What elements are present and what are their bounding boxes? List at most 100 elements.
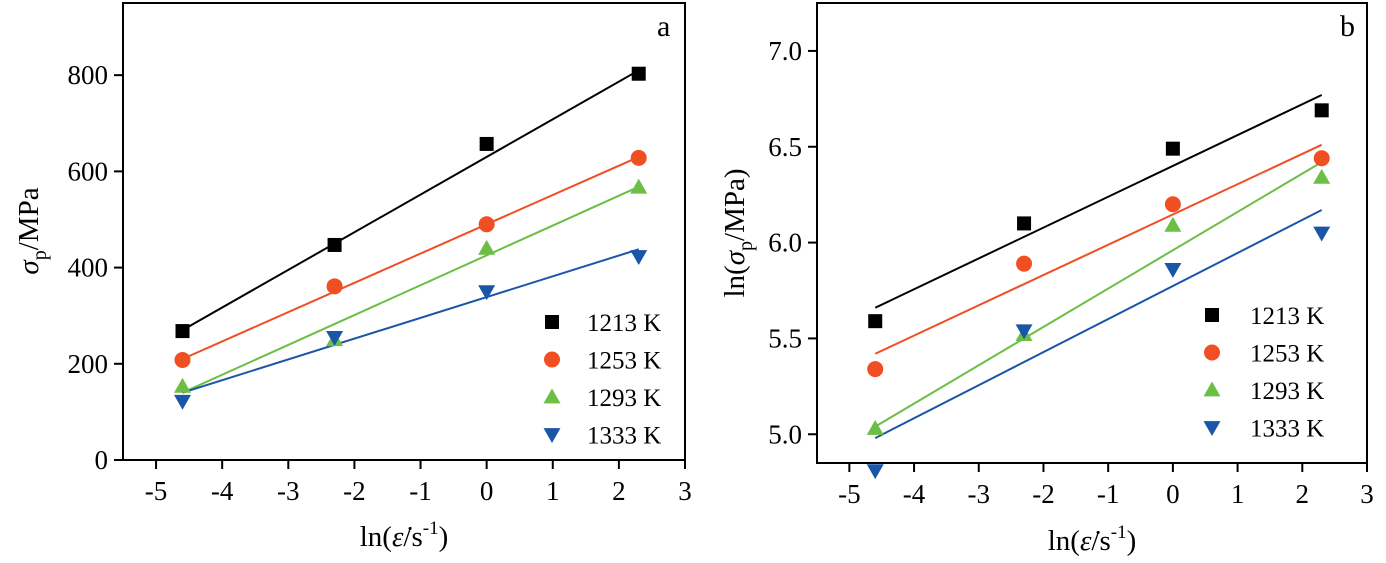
legend-label-1253k: 1253 K — [1250, 341, 1324, 368]
x-tick-label: 1 — [546, 476, 560, 506]
legend-label-1213k: 1213 K — [1250, 303, 1324, 330]
chart-panel-b: -5 -4 -3 -2 -1 0 1 2 3 5.0 5.5 6.0 6.5 7.0 1213 K 1253… — [719, 2, 1374, 557]
data-point-1333k — [630, 250, 648, 266]
fit-line-1333k — [874, 209, 1323, 439]
legend-marker-1293k — [1203, 381, 1221, 397]
fit-line-1293k — [182, 185, 640, 394]
legend-label-1333k: 1333 K — [1250, 416, 1324, 443]
x-tick-label: 0 — [1166, 479, 1180, 509]
legend-label-1293k: 1293 K — [587, 385, 661, 412]
panel-letter-a: a — [657, 10, 670, 43]
data-point-1213k — [1314, 103, 1329, 118]
data-point-1333k — [1313, 226, 1331, 242]
data-point-1333k — [1015, 324, 1033, 340]
y-tick-label: 5.5 — [768, 323, 802, 353]
y-tick-label: 800 — [68, 60, 109, 90]
fit-lines-b — [874, 94, 1323, 439]
x-tick-label: 3 — [1360, 479, 1374, 509]
legend-label-1253k: 1253 K — [587, 348, 661, 375]
data-point-1293k — [174, 377, 192, 393]
legend-marker-1293k — [543, 388, 561, 404]
fit-line-1253k — [874, 143, 1323, 355]
legend-marker-1333k — [543, 428, 561, 443]
x-tick-label: -1 — [409, 476, 432, 506]
data-point-1213k — [631, 66, 646, 81]
legend-label-1213k: 1213 K — [587, 310, 661, 337]
y-tick-label: 200 — [68, 349, 109, 379]
x-tick-label: 2 — [1296, 479, 1310, 509]
data-point-1213k — [1017, 216, 1032, 231]
legend-marker-1213k — [545, 315, 559, 329]
data-point-1293k — [630, 178, 648, 194]
ticks-b: -5 -4 -3 -2 -1 0 1 2 3 5.0 5.5 6.0 6.5 7.0 — [768, 36, 1374, 509]
plot-frame-a — [122, 2, 686, 461]
x-tick-label: -4 — [211, 476, 234, 506]
data-point-1213k — [868, 314, 883, 329]
x-tick-label: -2 — [1032, 479, 1055, 509]
panel-letter-b: b — [1340, 10, 1355, 43]
data-point-1253k — [867, 361, 884, 378]
data-point-1253k — [1313, 150, 1330, 167]
legend-a: 1213 K 1253 K 1293 K 1333 K — [543, 310, 661, 450]
chart-panel-a: -5 -4 -3 -2 -1 0 1 2 3 0 200 400 600 800 1213 K 1253 K… — [13, 2, 692, 553]
legend-marker-1253k — [1204, 344, 1220, 361]
fit-line-1333k — [182, 248, 640, 394]
x-tick-label: 3 — [678, 476, 692, 506]
x-tick-label: -3 — [277, 476, 300, 506]
y-tick-label: 0 — [95, 445, 109, 475]
data-point-1253k — [478, 216, 495, 233]
data-point-1293k — [866, 420, 884, 435]
y-axis-label-b: ln(σp/MPa) — [719, 168, 757, 297]
fit-lines-a — [182, 69, 640, 394]
data-point-1253k — [1016, 255, 1033, 272]
plot-frame-b — [816, 2, 1368, 464]
data-point-1253k — [326, 278, 343, 295]
fit-line-1213k — [182, 69, 640, 331]
data-point-1213k — [479, 136, 494, 151]
data-point-1293k — [1164, 216, 1182, 232]
y-tick-label: 7.0 — [768, 36, 802, 66]
x-tick-label: -4 — [903, 479, 926, 509]
data-point-1333k — [1164, 263, 1182, 278]
data-point-1333k — [174, 394, 192, 410]
legend-marker-1253k — [544, 351, 560, 368]
x-axis-label-b: ln(ε̇/s-1) — [1048, 522, 1137, 557]
ticks-a: -5 -4 -3 -2 -1 0 1 2 3 0 200 400 600 800 — [68, 60, 692, 506]
y-tick-label: 5.0 — [768, 419, 802, 449]
fit-line-1253k — [182, 156, 640, 360]
data-point-1333k — [478, 285, 496, 301]
data-point-1253k — [174, 351, 191, 368]
data-point-1213k — [327, 237, 342, 252]
x-tick-label: -3 — [968, 479, 991, 509]
legend-label-1293k: 1293 K — [1250, 378, 1324, 405]
x-tick-label: 1 — [1231, 479, 1245, 509]
y-tick-label: 6.0 — [768, 228, 802, 258]
x-tick-label: 2 — [612, 476, 626, 506]
data-point-1293k — [478, 239, 496, 255]
data-points-b — [866, 103, 1331, 480]
legend-marker-1213k — [1205, 308, 1219, 322]
x-axis-label-a: ln(ε̇/s-1) — [360, 518, 449, 553]
data-point-1333k — [866, 464, 884, 480]
data-point-1253k — [630, 149, 647, 166]
fit-line-1213k — [874, 94, 1323, 309]
y-tick-label: 6.5 — [768, 132, 802, 162]
x-tick-label: -5 — [838, 479, 861, 509]
x-tick-label: -1 — [1097, 479, 1120, 509]
y-tick-label: 600 — [68, 156, 109, 186]
x-tick-label: -5 — [145, 476, 168, 506]
y-tick-label: 400 — [68, 253, 109, 283]
data-point-1213k — [175, 324, 190, 339]
data-point-1253k — [1164, 196, 1181, 213]
x-tick-label: -2 — [343, 476, 366, 506]
legend-label-1333k: 1333 K — [587, 423, 661, 450]
data-point-1293k — [1313, 168, 1331, 184]
fit-line-1293k — [874, 161, 1323, 428]
data-point-1213k — [1165, 141, 1180, 156]
legend-b: 1213 K 1253 K 1293 K 1333 K — [1203, 303, 1324, 443]
x-tick-label: 0 — [480, 476, 494, 506]
data-point-1333k — [326, 330, 344, 346]
legend-marker-1333k — [1203, 421, 1221, 436]
data-points-a — [174, 66, 648, 410]
